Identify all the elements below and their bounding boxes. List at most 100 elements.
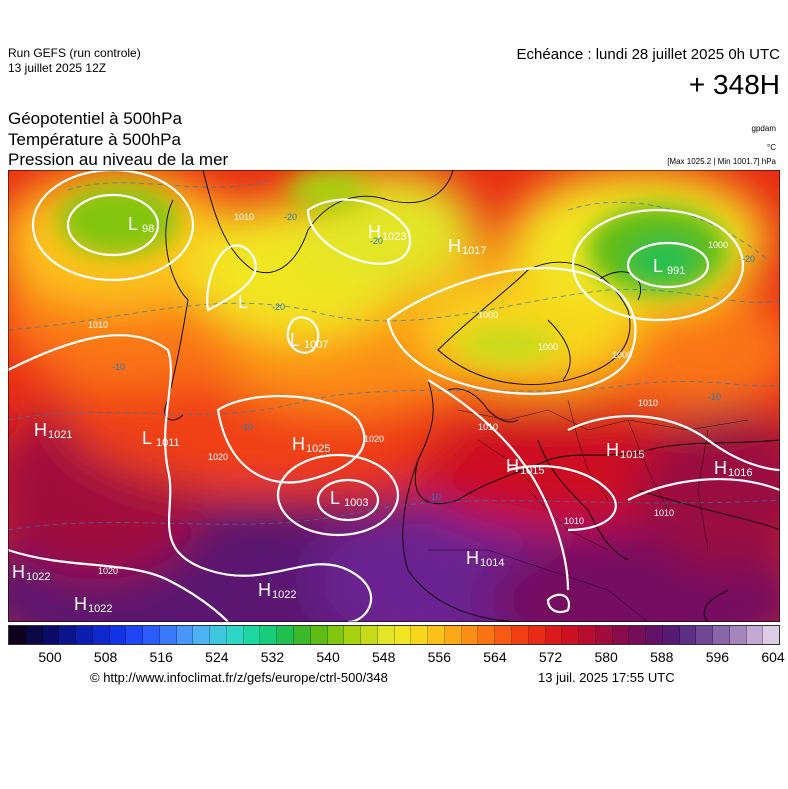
svg-text:H: H — [448, 236, 461, 256]
svg-text:H: H — [12, 562, 25, 582]
pressure-center: H 1023 — [368, 222, 406, 243]
color-scale-label: 572 — [538, 649, 563, 665]
pressure-center: L 1003 — [330, 488, 368, 509]
svg-text:1003: 1003 — [344, 497, 368, 509]
color-scale-cell — [696, 626, 714, 644]
color-scale-cell — [294, 626, 311, 644]
coastlines — [164, 170, 780, 622]
color-scale-cell — [76, 626, 93, 644]
color-scale-cell — [528, 626, 546, 644]
color-scale-cell — [243, 626, 261, 644]
color-scale-cell — [679, 626, 697, 644]
pressure-center: L — [238, 292, 248, 312]
color-scale-label: 532 — [260, 649, 285, 665]
pressure-center: L 98 — [128, 214, 154, 235]
svg-text:1021: 1021 — [48, 429, 72, 441]
color-scale-label: 564 — [483, 649, 507, 665]
color-scale-cell — [109, 626, 127, 644]
pressure-center: L 991 — [653, 256, 685, 277]
svg-text:1015: 1015 — [520, 465, 544, 477]
isobar-label: 1020 — [208, 452, 228, 462]
color-scale-cell — [210, 626, 227, 644]
color-scale-cell — [176, 626, 194, 644]
color-scale-cell — [92, 626, 110, 644]
title-geopotential: Géopotentiel à 500hPa — [8, 109, 182, 128]
color-scale-label: 516 — [149, 649, 173, 665]
color-scale-cell — [461, 626, 479, 644]
svg-text:L: L — [653, 256, 663, 276]
color-scale-cell — [612, 626, 630, 644]
color-scale-cell — [545, 626, 563, 644]
svg-text:1023: 1023 — [382, 231, 406, 243]
temp-label: -10 — [240, 422, 253, 432]
pressure-center: L 1007 — [290, 330, 328, 351]
color-scale-label: 548 — [372, 649, 396, 665]
color-scale-cell — [159, 626, 177, 644]
pressure-range: [Max 1025.2 | Min 1001.7] hPa — [667, 157, 776, 166]
borders — [428, 399, 749, 622]
color-scale-cell — [9, 626, 26, 644]
run-date: 13 juillet 2025 12Z — [8, 61, 107, 75]
color-scale-cell — [595, 626, 613, 644]
color-scale-cell — [277, 626, 295, 644]
color-scale-label: 580 — [594, 649, 618, 665]
color-scale-cell — [344, 626, 362, 644]
svg-text:991: 991 — [667, 265, 685, 277]
pressure-center: H 1015 — [606, 440, 644, 461]
color-scale-cell — [763, 626, 780, 644]
pressure-center: H 1025 — [292, 434, 330, 455]
color-scale-cell — [495, 626, 512, 644]
color-scale-label: 604 — [761, 649, 785, 665]
pressure-center: H 1014 — [466, 548, 504, 569]
pressure-center: H 1017 — [448, 236, 486, 257]
svg-text:H: H — [606, 440, 619, 460]
pressure-center: L 1011 — [142, 428, 180, 449]
svg-text:1017: 1017 — [462, 245, 486, 257]
svg-text:L: L — [330, 488, 340, 508]
svg-text:1007: 1007 — [304, 339, 328, 351]
color-scale-label: 556 — [427, 649, 451, 665]
svg-text:H: H — [292, 434, 305, 454]
color-scale-cell — [260, 626, 278, 644]
isobar-label: 1000 — [612, 350, 632, 360]
valid-time: Echéance : lundi 28 juillet 2025 0h UTC — [516, 46, 781, 63]
color-scale-cell — [562, 626, 580, 644]
svg-text:1025: 1025 — [306, 443, 330, 455]
color-scale-cell — [428, 626, 445, 644]
source-url[interactable]: © http://www.infoclimat.fr/z/gefs/europe… — [90, 670, 388, 685]
color-scale-label: 596 — [705, 649, 730, 665]
svg-text:1011: 1011 — [156, 437, 180, 449]
svg-text:H: H — [506, 456, 519, 476]
pressure-center: H 1016 — [714, 458, 752, 479]
isobars — [8, 170, 780, 622]
svg-text:1014: 1014 — [480, 557, 504, 569]
color-scale-cell — [25, 626, 43, 644]
svg-text:H: H — [466, 548, 479, 568]
isobar-label: 1020 — [98, 566, 118, 576]
pressure-centers: L 98 L L 1007 H 1023 H 1017 L 991 H 1021 L 1011… — [12, 214, 752, 615]
temp-label: -10 — [708, 392, 721, 402]
temp-label: -20 — [284, 212, 297, 222]
pressure-center: H 1015 — [506, 456, 544, 477]
svg-text:H: H — [74, 594, 87, 614]
color-scale-cell — [310, 626, 328, 644]
temp-label: -20 — [272, 302, 285, 312]
isobar-label: 1010 — [654, 508, 674, 518]
svg-text:1015: 1015 — [620, 449, 644, 461]
svg-text:H: H — [714, 458, 727, 478]
color-scale-cell — [226, 626, 244, 644]
isobar-label: 1010 — [234, 212, 254, 222]
pressure-center: H 1022 — [74, 594, 112, 615]
generated-time: 13 juil. 2025 17:55 UTC — [538, 670, 675, 685]
isobar-labels: 1010 1010 1010 1020 1020 1020 1000 1000 … — [88, 212, 728, 576]
color-scale-labels: 500 508 516 524 532 540 548 556 564 572 580 588 596 6… — [8, 649, 784, 665]
isobar-label: 1010 — [638, 398, 658, 408]
color-scale-cell — [411, 626, 429, 644]
svg-text:L: L — [238, 292, 248, 312]
color-scale-cell — [478, 626, 496, 644]
title-pressure: Pression au niveau de la mer — [8, 150, 229, 169]
isobar-label: 1000 — [708, 240, 728, 250]
color-scale-cell — [143, 626, 160, 644]
color-scale-cell — [713, 626, 730, 644]
title-temperature: Température à 500hPa — [8, 130, 181, 149]
